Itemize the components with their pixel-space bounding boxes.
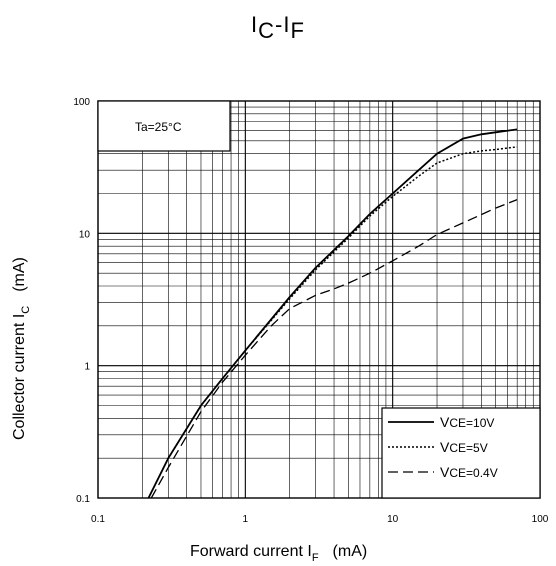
condition-box — [97, 100, 231, 152]
condition-label: Ta=25°C — [135, 120, 182, 134]
series-line-1 — [147, 128, 518, 499]
x-tick-label: 100 — [532, 514, 549, 525]
y-tick-label: 10 — [79, 229, 91, 240]
series-line-2 — [147, 146, 518, 499]
legend-box — [381, 407, 541, 499]
x-tick-label: 0.1 — [91, 514, 105, 525]
legend: VCE=10V VCE=5V VCE=0.4V — [381, 407, 541, 499]
y-tick-label: 1 — [84, 362, 90, 373]
y-tick-label: 0.1 — [76, 494, 90, 505]
legend-label-1: VCE=10V — [440, 414, 494, 430]
x-axis-label: Forward current IF (mA) — [190, 543, 367, 564]
y-tick-label: 100 — [73, 97, 90, 108]
chart-title: IC-IF — [251, 12, 305, 43]
series-line-3 — [150, 198, 518, 499]
x-tick-label: 1 — [243, 514, 249, 525]
ticks: 0.1 1 10 100 0.1 1 10 100 — [73, 97, 548, 525]
legend-label-3: VCE=0.4V — [440, 464, 498, 480]
x-tick-label: 10 — [387, 514, 399, 525]
y-axis-label: Collector current IC(mA) — [11, 257, 32, 440]
series-group — [147, 128, 518, 499]
legend-label-2: VCE=5V — [440, 439, 488, 455]
